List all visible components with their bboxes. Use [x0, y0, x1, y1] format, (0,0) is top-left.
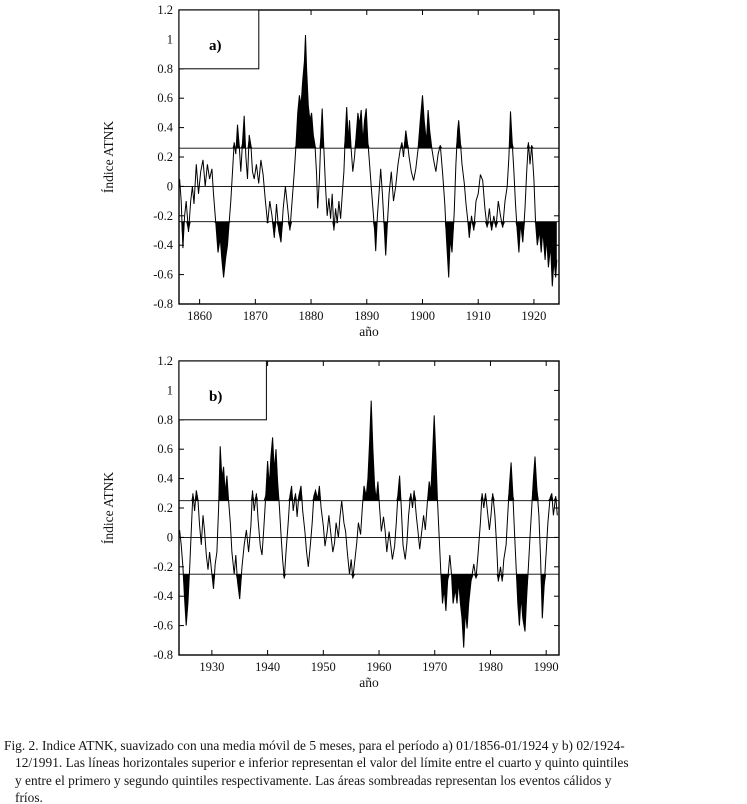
y-tick-label: -0.6 — [153, 268, 173, 282]
panel-label: b) — [209, 389, 222, 405]
chart-panel-b: 1.2 1 0.8 0.6 0.4 0.2 0 -0.2 -0.4 -0.6 -0.8 1930 194… — [101, 354, 560, 690]
caption-line-4: fríos. — [15, 790, 43, 804]
chart-panel-a: 1.2 1 0.8 0.6 0.4 0.2 0 -0.2 -0.4 -0.6 -0.8 1860 187… — [101, 3, 560, 339]
y-tick-label: -0.8 — [153, 297, 173, 311]
y-tick-label: 1 — [167, 383, 173, 397]
y-tick-label: 1.2 — [157, 354, 173, 368]
shaded-event-region — [179, 574, 558, 648]
x-tick-label: 1880 — [299, 309, 324, 323]
y-tick-label: -0.2 — [153, 209, 173, 223]
panel-label-box — [178, 360, 267, 421]
caption-line-3: y entre el primero y segundo quintiles r… — [15, 772, 612, 788]
x-tick-label: 1900 — [410, 309, 435, 323]
y-tick-label: 0.4 — [157, 121, 173, 135]
panel-label-box — [178, 9, 260, 70]
x-axis-label: año — [359, 675, 379, 690]
y-tick-label: -0.4 — [153, 589, 174, 603]
panel-label: a) — [209, 38, 222, 54]
y-tick-label: 0.2 — [157, 501, 173, 515]
x-tick-label: 1940 — [255, 660, 280, 674]
series-line — [179, 400, 558, 648]
x-tick-label: 1870 — [243, 309, 268, 323]
x-tick-label: 1890 — [354, 309, 379, 323]
y-tick-label: 0 — [167, 530, 173, 544]
figure-caption: Fig. 2. Indice ATNK, suavizado con una m… — [4, 737, 744, 804]
caption-line-2: 12/1991. Las líneas horizontales superio… — [15, 755, 629, 771]
y-tick-label: 1.2 — [157, 3, 173, 17]
caption-line-1: Fig. 2. Indice ATNK, suavizado con una m… — [4, 738, 625, 753]
y-tick-label: -0.2 — [153, 560, 173, 574]
y-tick-label: 0.4 — [157, 472, 173, 486]
y-tick-label: 0.8 — [157, 413, 173, 427]
x-tick-label: 1990 — [534, 660, 559, 674]
y-tick-label: -0.6 — [153, 619, 173, 633]
y-tick-label: -0.8 — [153, 648, 173, 662]
x-tick-label: 1960 — [367, 660, 392, 674]
y-tick-label: 0.2 — [157, 150, 173, 164]
x-tick-label: 1950 — [311, 660, 336, 674]
series-line — [179, 34, 558, 287]
y-tick-label: 0 — [167, 179, 173, 193]
y-tick-label: 0.6 — [157, 442, 173, 456]
shaded-event-region — [179, 400, 558, 501]
y-tick-label: 0.6 — [157, 91, 173, 105]
y-axis-label: Índice ATNK — [101, 121, 116, 194]
x-tick-label: 1980 — [478, 660, 503, 674]
shaded-event-region — [179, 221, 557, 287]
x-tick-label: 1930 — [199, 660, 224, 674]
x-tick-label: 1910 — [466, 309, 491, 323]
y-axis-label: Índice ATNK — [101, 472, 116, 545]
y-tick-label: 1 — [167, 32, 173, 46]
x-tick-label: 1860 — [187, 309, 212, 323]
y-tick-label: -0.4 — [153, 238, 174, 252]
x-tick-label: 1920 — [521, 309, 546, 323]
x-tick-label: 1970 — [422, 660, 447, 674]
y-tick-label: 0.8 — [157, 62, 173, 76]
x-axis-label: año — [359, 324, 379, 339]
